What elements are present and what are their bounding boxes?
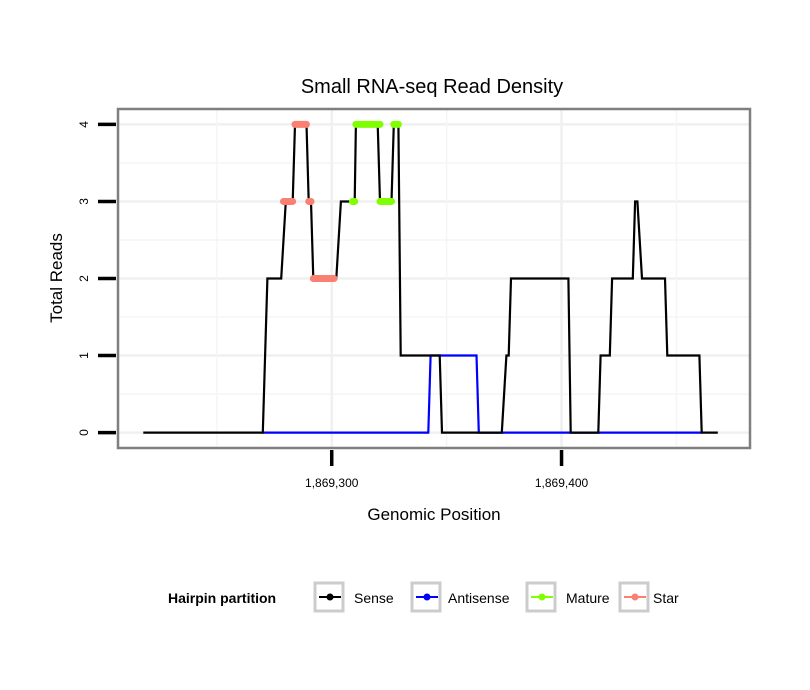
- chart-title: Small RNA-seq Read Density: [301, 76, 563, 98]
- series-layer: [143, 120, 718, 434]
- legend-item-star: Star: [618, 581, 679, 613]
- y-tick-label: 4: [77, 121, 91, 128]
- x-axis: 1,869,300 1,869,400: [305, 450, 589, 490]
- legend-key-point: [631, 593, 639, 601]
- legend-item-antisense: Antisense: [410, 581, 510, 613]
- y-tick-label: 3: [77, 198, 91, 205]
- y-tick-label: 0: [77, 429, 91, 436]
- legend-label: Sense: [354, 590, 394, 606]
- legend: Hairpin partition Sense Antisense Mature St…: [168, 581, 679, 613]
- legend-key-point: [423, 593, 431, 601]
- y-axis: 0 1 2 3 4: [77, 121, 116, 436]
- x-tick-label: 1,869,400: [535, 476, 589, 490]
- legend-item-mature: Mature: [525, 581, 610, 613]
- legend-key-point: [326, 593, 334, 601]
- legend-title: Hairpin partition: [168, 590, 276, 606]
- y-axis-title: Total Reads: [47, 233, 66, 323]
- legend-label: Mature: [566, 590, 610, 606]
- plot-panel: [116, 107, 752, 450]
- legend-key-point: [538, 593, 546, 601]
- series-line-antisense: [262, 354, 702, 434]
- x-tick-label: 1,869,300: [305, 476, 359, 490]
- y-tick-label: 1: [77, 352, 91, 359]
- y-tick-label: 2: [77, 275, 91, 282]
- panel-border: [116, 107, 752, 450]
- x-axis-title: Genomic Position: [367, 505, 500, 524]
- legend-item-sense: Sense: [313, 581, 394, 613]
- legend-label: Star: [653, 590, 679, 606]
- legend-label: Antisense: [448, 590, 510, 606]
